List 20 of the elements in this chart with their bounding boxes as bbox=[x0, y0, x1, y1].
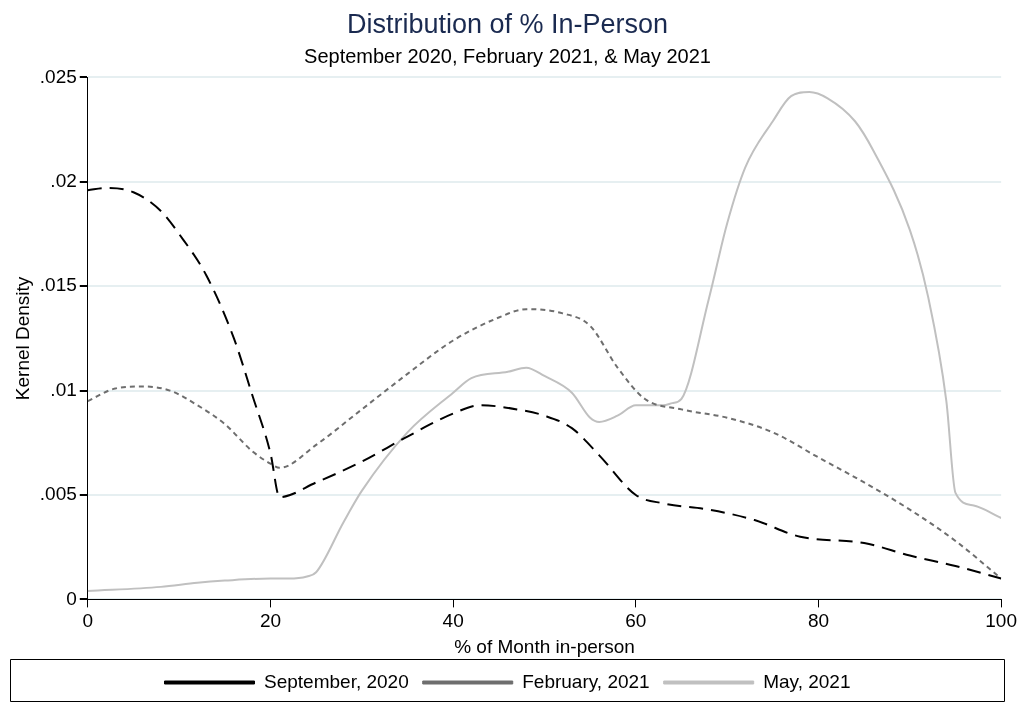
x-tick-label: 80 bbox=[807, 610, 830, 632]
chart-title: Distribution of % In-Person bbox=[346, 8, 669, 39]
x-tick-label: 20 bbox=[259, 610, 282, 632]
y-tick-label: .02 bbox=[50, 170, 77, 192]
legend-label: February, 2021 bbox=[522, 670, 650, 692]
x-tick-label: 100 bbox=[985, 610, 1017, 632]
x-tick-label: 0 bbox=[82, 610, 94, 632]
legend-label: September, 2020 bbox=[264, 670, 409, 692]
legend-label: May, 2021 bbox=[763, 670, 851, 692]
x-tick-label: 60 bbox=[625, 610, 647, 632]
y-tick-label: .01 bbox=[50, 378, 77, 400]
y-tick-label: 0 bbox=[66, 587, 77, 609]
x-tick-label: 40 bbox=[442, 610, 464, 632]
y-tick-label: .025 bbox=[39, 65, 77, 87]
y-tick-label: .015 bbox=[39, 274, 77, 296]
x-axis-title: % of Month in-person bbox=[454, 635, 635, 657]
line-series bbox=[87, 91, 1002, 593]
chart-subtitle: September 2020, February 2021, & May 2021 bbox=[304, 44, 711, 67]
y-tick-label: .005 bbox=[39, 483, 77, 505]
y-axis-title: Kernel Density bbox=[11, 276, 33, 401]
